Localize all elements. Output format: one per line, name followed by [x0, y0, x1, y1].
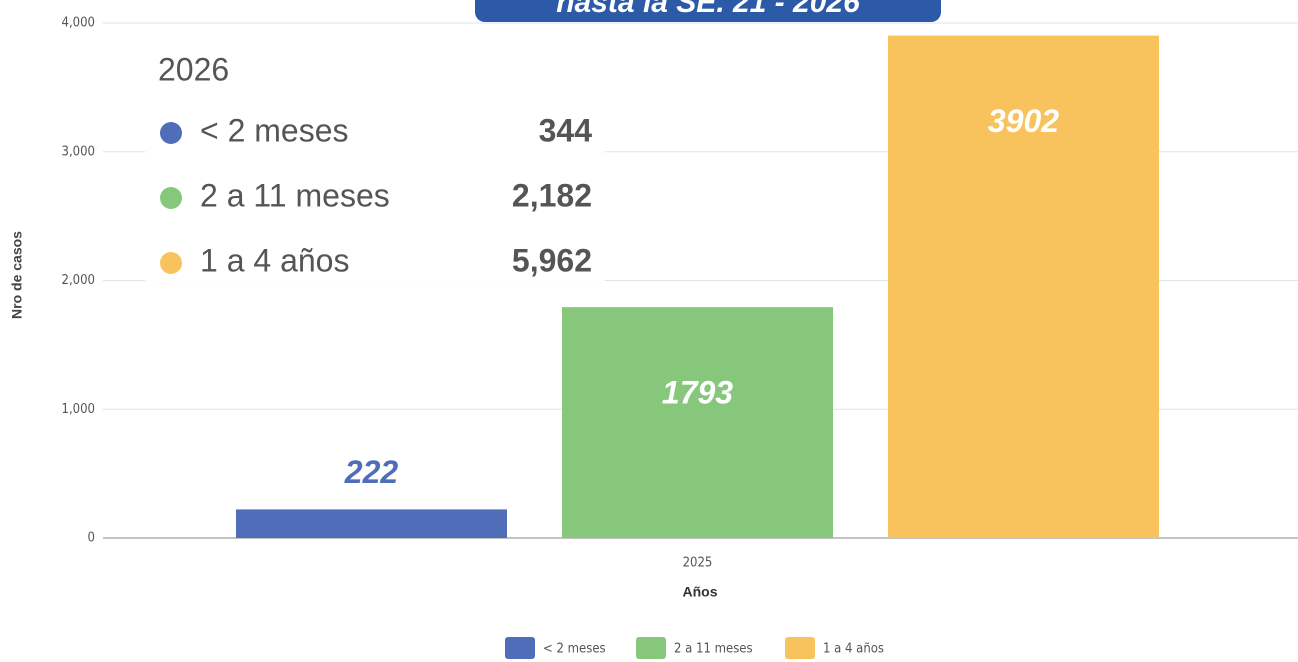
tooltip-value: 344 [539, 112, 593, 148]
y-tick-label: 2,000 [62, 273, 95, 288]
tooltip-value: 2,182 [512, 177, 592, 213]
y-axis-title: Nro de casos [9, 231, 25, 319]
title-banner [475, 0, 941, 22]
tooltip-box [145, 38, 605, 293]
tooltip-dot [160, 252, 182, 274]
tooltip-dot [160, 122, 182, 144]
data-label: 1793 [662, 375, 733, 411]
tooltip-dot [160, 187, 182, 209]
legend-swatch [785, 637, 815, 659]
x-tick-label: 2025 [683, 556, 713, 571]
y-tick-label: 1,000 [62, 402, 95, 417]
legend-label: 1 a 4 años [823, 642, 884, 657]
chart-title: hasta la SE. 21 - 2026 [556, 0, 860, 19]
data-label: 3902 [988, 103, 1059, 139]
x-axis-title: Años [683, 584, 718, 600]
y-tick-label: 0 [88, 531, 95, 546]
bar [236, 509, 507, 538]
data-label: 222 [344, 454, 399, 490]
y-tick-label: 3,000 [62, 144, 95, 159]
tooltip-label: < 2 meses [200, 112, 349, 148]
legend-label: < 2 meses [543, 642, 606, 657]
tooltip-title: 2026 [158, 51, 229, 87]
y-tick-label: 4,000 [62, 16, 95, 31]
tooltip-value: 5,962 [512, 242, 592, 278]
tooltip-label: 1 a 4 años [200, 242, 349, 278]
legend-swatch [505, 637, 535, 659]
bar [888, 35, 1159, 539]
bar [562, 307, 833, 538]
legend-label: 2 a 11 meses [674, 642, 753, 657]
legend-swatch [636, 637, 666, 659]
tooltip-label: 2 a 11 meses [200, 177, 390, 213]
